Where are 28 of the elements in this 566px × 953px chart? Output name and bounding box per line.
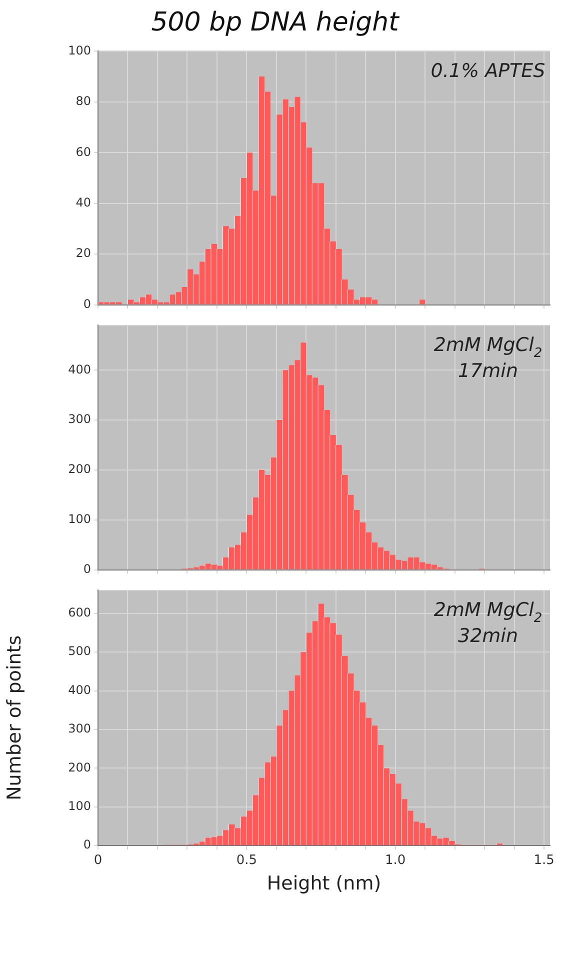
y-tick-label: 0: [83, 562, 91, 576]
x-tick-label: 0: [94, 852, 102, 868]
y-tick-label: 0: [83, 838, 91, 852]
chart-title: 500 bp DNA height: [151, 7, 400, 38]
y-axis-title: Number of points: [3, 635, 26, 800]
y-tick-label: 100: [68, 512, 91, 526]
x-tick-label: 1.5: [534, 852, 554, 868]
y-tick-label: 600: [68, 606, 91, 620]
y-tick-label: 20: [76, 246, 91, 260]
x-axis-title: Height (nm): [266, 872, 382, 895]
y-tick-label: 200: [68, 760, 91, 774]
y-tick-label: 400: [68, 362, 91, 376]
y-tick-label: 500: [68, 644, 91, 658]
y-tick-label: 60: [76, 144, 91, 159]
y-tick-label: 100: [68, 43, 91, 58]
annotation: 17min: [458, 360, 518, 382]
annotation: 32min: [458, 625, 518, 648]
y-tick-label: 100: [68, 799, 91, 814]
y-tick-label: 300: [68, 412, 91, 426]
y-tick-label: 80: [76, 94, 91, 108]
y-tick-label: 0: [83, 296, 91, 311]
y-tick-label: 200: [68, 462, 91, 476]
y-tick-label: 300: [68, 722, 91, 736]
x-tick-label: 1.0: [385, 852, 406, 868]
y-tick-label: 400: [68, 682, 91, 697]
y-tick-label: 40: [76, 195, 91, 210]
x-tick-label: 0.5: [236, 852, 258, 868]
annotation: 0.1% APTES: [430, 60, 546, 82]
